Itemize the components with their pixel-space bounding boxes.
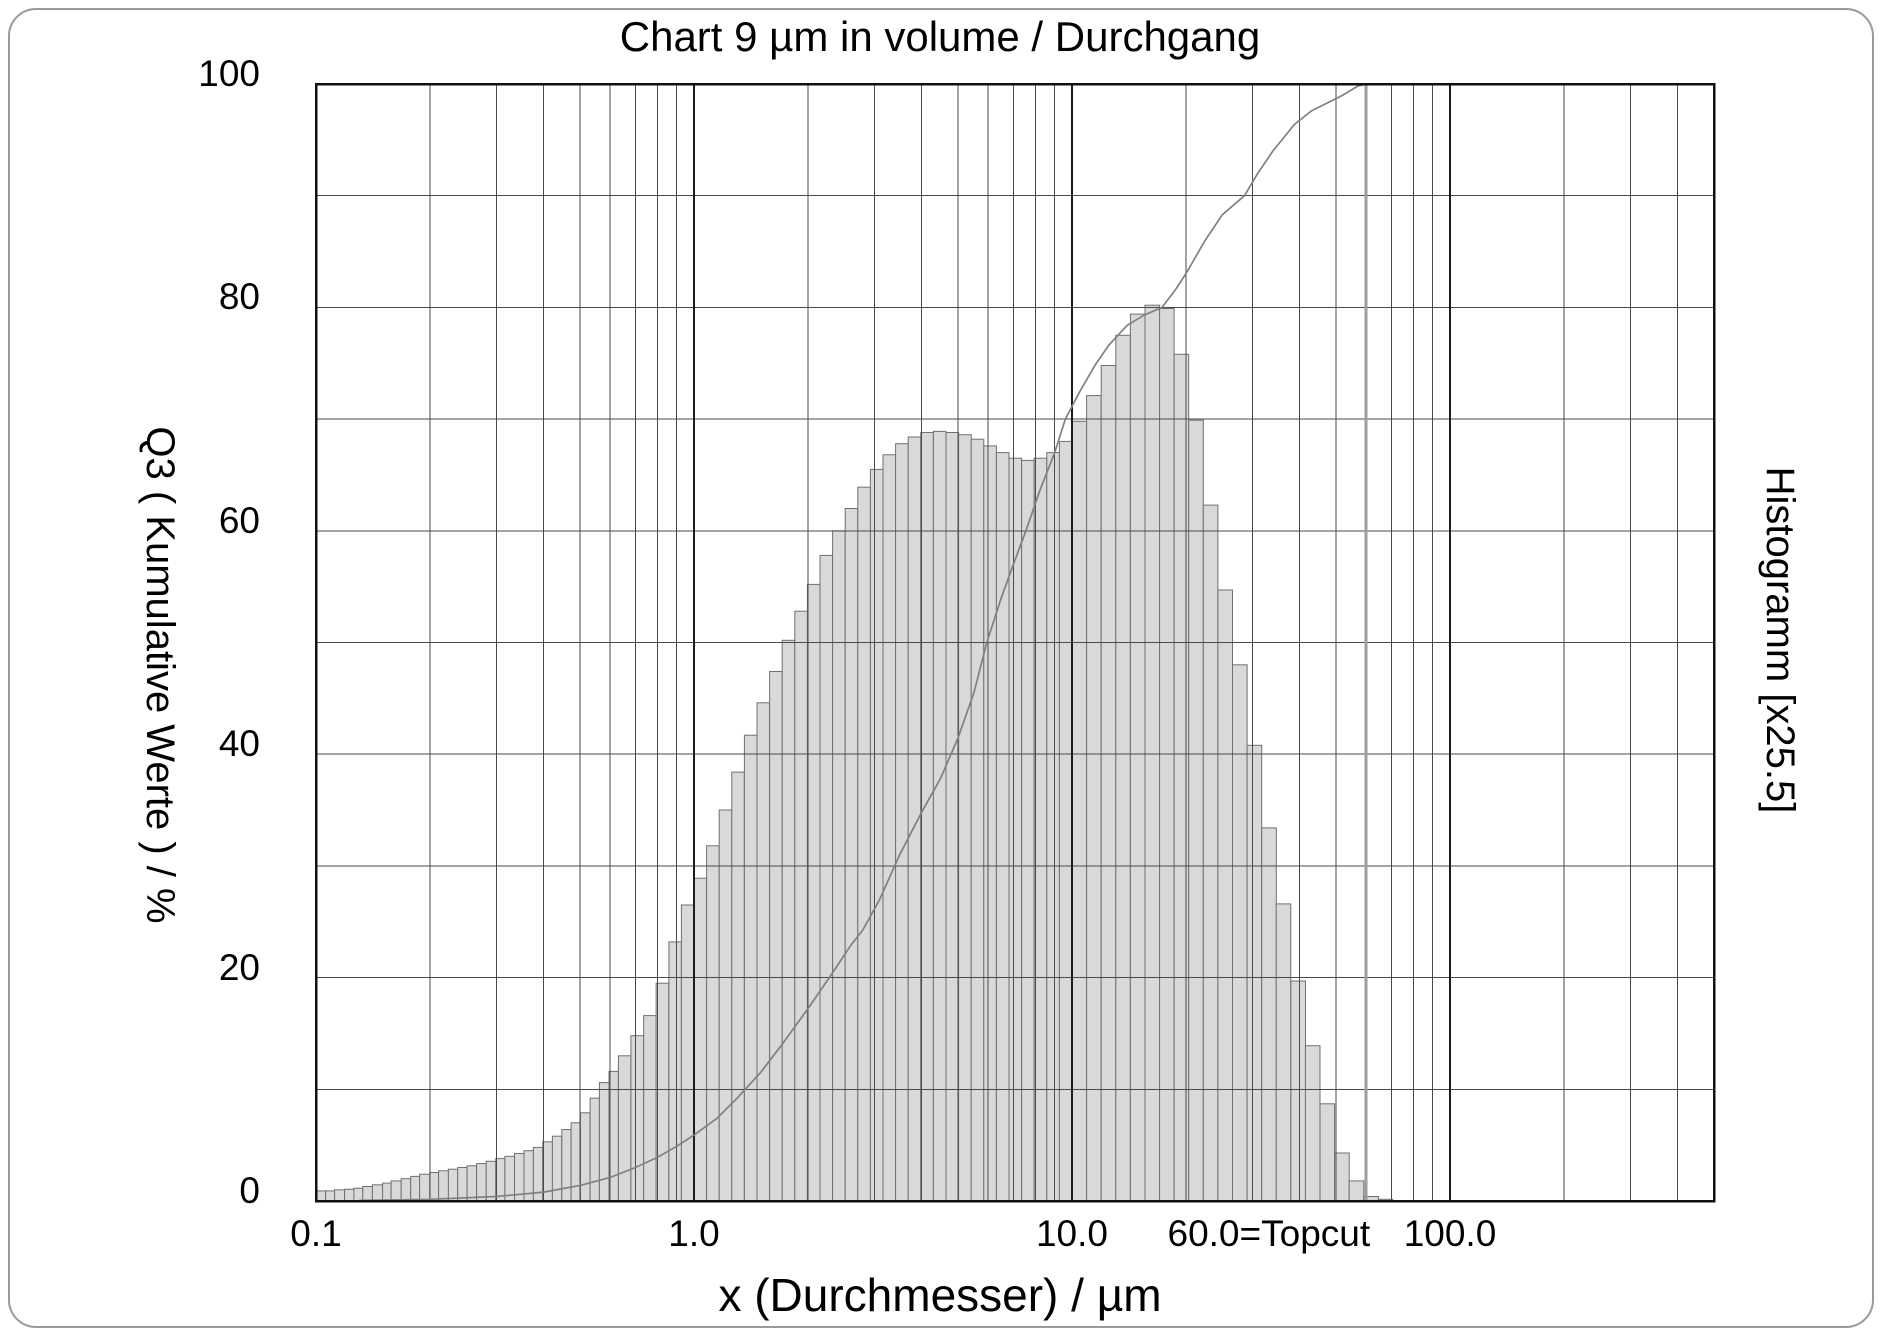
histogram-bar: [1100, 365, 1117, 1202]
histogram-bar: [561, 1129, 572, 1202]
y-tick-label-60: 60: [218, 499, 260, 541]
histogram-bar: [551, 1135, 563, 1202]
y-tick-label-20: 20: [218, 946, 260, 988]
histogram-bar: [325, 1190, 336, 1202]
histogram-bar: [718, 809, 733, 1202]
histogram-bar: [1144, 304, 1161, 1202]
histogram-bar: [617, 1055, 632, 1202]
histogram-bar: [819, 554, 834, 1202]
right-axis-title: Histogramm [x25.5]: [1758, 466, 1802, 814]
histogram-bar: [1319, 1103, 1336, 1202]
histogram-bar: [570, 1122, 581, 1202]
cumulative-curve: [359, 83, 1367, 1202]
histogram-bar: [371, 1184, 384, 1202]
histogram-bar: [769, 671, 783, 1202]
histogram-bar: [1021, 459, 1035, 1202]
histogram-bar: [1173, 353, 1190, 1202]
histogram-bar: [806, 583, 821, 1202]
histogram-bar: [315, 1190, 327, 1202]
histogram-bar: [410, 1175, 421, 1202]
histogram-bar: [756, 702, 771, 1202]
histogram-bar: [1246, 744, 1263, 1202]
histogram-bar: [1290, 980, 1307, 1202]
x-tick-label-10.0: 10.0: [1035, 1213, 1108, 1254]
y-tick-label-0: 0: [239, 1170, 260, 1211]
x-tick-label-0.1: 0.1: [290, 1213, 342, 1254]
histogram-bar: [1058, 440, 1073, 1202]
histogram-bar: [844, 508, 859, 1202]
histogram-bar: [1129, 313, 1146, 1202]
histogram-bar: [932, 430, 947, 1202]
histogram-bar: [390, 1180, 402, 1202]
histogram-bar: [382, 1182, 392, 1202]
y-tick-label-80: 80: [218, 276, 260, 318]
histogram-bar: [945, 432, 960, 1202]
gridlines: [316, 84, 1715, 1201]
histogram-bar: [447, 1168, 459, 1202]
histogram-bar: [706, 845, 720, 1202]
histogram-bar: [1217, 589, 1234, 1202]
histogram-bar: [1159, 308, 1175, 1202]
histogram-bar: [655, 982, 670, 1202]
histogram-bar: [668, 941, 682, 1202]
histogram-bar: [476, 1163, 487, 1202]
histogram-bar: [362, 1186, 373, 1202]
histogram-bar: [630, 1035, 645, 1202]
histogram-bar: [970, 438, 985, 1202]
histogram-bar: [643, 1015, 657, 1202]
chart-title: Chart 9 µm in volume / Durchgang: [619, 13, 1261, 60]
histogram-bar: [1188, 419, 1204, 1202]
x-tick-label-1.0: 1.0: [668, 1213, 720, 1254]
histogram-bar: [580, 1112, 591, 1202]
histogram-bar: [1046, 452, 1060, 1202]
histogram-bar: [457, 1167, 468, 1202]
histogram-bar: [869, 468, 884, 1202]
histogram-bar: [1348, 1180, 1365, 1202]
histogram-bar: [1275, 903, 1292, 1202]
plot-border: [314, 82, 1716, 1203]
x-tick-label-60.0-Topcut: 60.0=Topcut: [1167, 1213, 1371, 1254]
histogram-bar: [895, 443, 909, 1202]
histogram-bar: [1232, 664, 1248, 1202]
histogram-bar: [466, 1165, 478, 1202]
histogram-bar: [794, 610, 808, 1202]
histogram-bar: [485, 1160, 497, 1202]
x-axis-title: x (Durchmesser) / µm: [718, 1269, 1162, 1321]
histogram-bar: [995, 452, 1010, 1202]
histogram-bar: [334, 1189, 346, 1202]
x-tick-label-100.0: 100.0: [1403, 1213, 1497, 1254]
decade-gridlines: [693, 84, 1451, 1201]
histogram-bar: [693, 877, 708, 1202]
y-tick-label-40: 40: [218, 723, 260, 765]
histogram-bar: [743, 734, 758, 1202]
histogram-bar: [1115, 334, 1131, 1202]
histogram-bar: [680, 904, 695, 1202]
histogram-bar: [400, 1178, 412, 1202]
histogram-bar: [353, 1187, 364, 1202]
histogram-bar: [1334, 1152, 1350, 1202]
histogram-bar: [1071, 420, 1088, 1202]
histogram-bar: [495, 1158, 506, 1202]
histogram-bar: [598, 1082, 610, 1202]
histogram-bar: [438, 1170, 449, 1202]
histogram-bar: [781, 639, 796, 1202]
histogram-bar: [857, 486, 871, 1202]
histogram-bar: [731, 771, 745, 1202]
histogram-bar: [419, 1173, 431, 1202]
histogram-bar: [429, 1172, 440, 1202]
histogram-bar: [1261, 827, 1277, 1202]
histogram-bar: [983, 445, 997, 1202]
y-axis-title: Q3 ( Kumulative Werte ) / %: [138, 426, 182, 924]
histogram-bar: [958, 434, 972, 1202]
histogram-bar: [1086, 395, 1102, 1202]
histogram-bar: [344, 1188, 355, 1202]
histogram-bar: [1202, 504, 1219, 1202]
histogram-bar: [1304, 1045, 1321, 1202]
histogram-bar: [920, 432, 934, 1202]
histogram-bars: [315, 304, 1394, 1202]
histogram-bar: [589, 1097, 600, 1202]
y-tick-label-100: 100: [198, 53, 260, 94]
